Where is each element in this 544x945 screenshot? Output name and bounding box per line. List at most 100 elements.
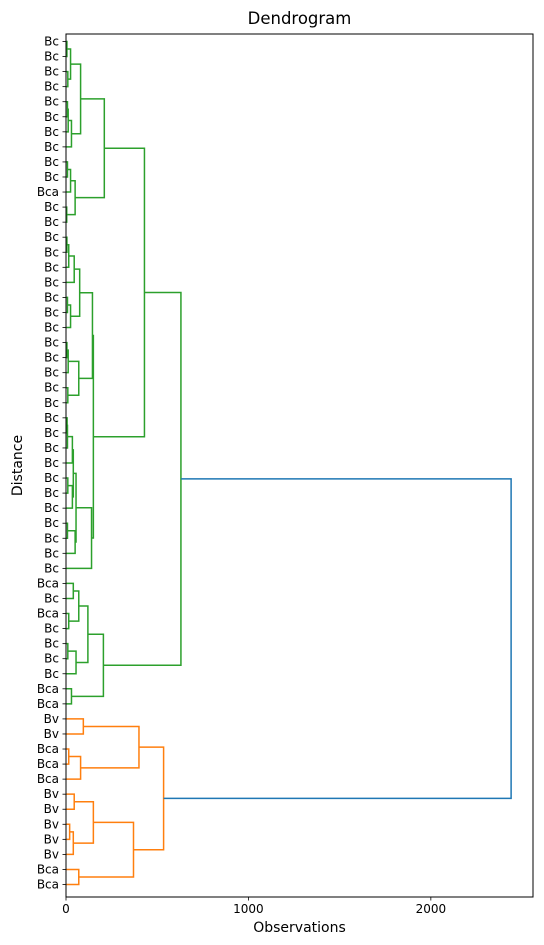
leaf-label: Bc bbox=[44, 486, 59, 500]
leaf-label: Bc bbox=[44, 396, 59, 410]
link-c1 bbox=[66, 582, 75, 600]
leaf-label: Bc bbox=[44, 516, 59, 530]
leaf-label: Bca bbox=[37, 742, 59, 756]
link-c3 bbox=[68, 590, 80, 622]
link-root bbox=[163, 478, 512, 800]
leaf-label: Bc bbox=[44, 95, 59, 109]
x-tick-label: 0 bbox=[62, 902, 70, 916]
leaf-label: Bc bbox=[44, 200, 59, 214]
dendrogram-links bbox=[65, 40, 512, 886]
chart-title: Dendrogram bbox=[248, 9, 352, 28]
link-c9 bbox=[103, 291, 182, 667]
link-c7 bbox=[66, 688, 73, 705]
link-b11 bbox=[78, 291, 94, 380]
leaf-label: Bc bbox=[44, 155, 59, 169]
link-a2 bbox=[66, 70, 69, 88]
link-b5 bbox=[66, 304, 72, 329]
link-b9 bbox=[66, 386, 69, 404]
leaf-label: Bc bbox=[44, 531, 59, 545]
leaf-label: Bc bbox=[44, 546, 59, 560]
link-b2 bbox=[66, 243, 70, 269]
leaf-label: Bca bbox=[37, 862, 59, 876]
leaf-label: Bv bbox=[44, 802, 59, 816]
leaf-label: Bc bbox=[44, 215, 59, 229]
link-d5 bbox=[66, 793, 75, 810]
link-a3 bbox=[66, 48, 72, 80]
leaf-label: Bv bbox=[44, 727, 59, 741]
leaf-label: Bc bbox=[44, 591, 59, 605]
leaf-label: Bc bbox=[44, 441, 59, 455]
leaf-label: Bc bbox=[44, 50, 59, 64]
link-b16 bbox=[66, 484, 74, 509]
leaf-label: Bca bbox=[37, 185, 59, 199]
link-c4 bbox=[66, 642, 69, 660]
leaf-label: Bc bbox=[44, 290, 59, 304]
leaf-label: Bc bbox=[44, 321, 59, 335]
link-c6 bbox=[76, 605, 89, 664]
plot-frame bbox=[65, 33, 534, 898]
leaf-label: Bca bbox=[37, 682, 59, 696]
leaf-label: Bc bbox=[44, 140, 59, 154]
link-b23 bbox=[93, 147, 146, 438]
leaf-label: Bc bbox=[44, 561, 59, 575]
link-c8 bbox=[71, 633, 105, 698]
link-c2 bbox=[66, 612, 70, 630]
link-d11 bbox=[133, 746, 165, 851]
x-tick-label: 2000 bbox=[416, 902, 447, 916]
link-b6 bbox=[70, 268, 81, 317]
leaf-label: Bc bbox=[44, 170, 59, 184]
leaf-label: Bc bbox=[44, 622, 59, 636]
leaf-label: Bc bbox=[44, 637, 59, 651]
leaf-label: Bc bbox=[44, 65, 59, 79]
leaf-label: Bc bbox=[44, 366, 59, 380]
link-a9 bbox=[66, 168, 72, 193]
leaf-label: Bv bbox=[44, 712, 59, 726]
link-d8 bbox=[73, 800, 95, 844]
x-tick-label: 1000 bbox=[233, 902, 264, 916]
leaf-labels: BcBcBcBcBcBcBcBcBcBcBcaBcBcBcBcBcBcBcBcB… bbox=[37, 35, 66, 892]
link-a12 bbox=[75, 98, 106, 199]
leaf-label: Bca bbox=[37, 757, 59, 771]
leaf-label: Bc bbox=[44, 245, 59, 259]
leaf-label: Bc bbox=[44, 230, 59, 244]
x-axis-title: Observations bbox=[253, 920, 346, 936]
leaf-label: Bv bbox=[44, 817, 59, 831]
leaf-label: Bca bbox=[37, 697, 59, 711]
leaf-label: Bca bbox=[37, 878, 59, 892]
leaf-label: Bc bbox=[44, 501, 59, 515]
link-d4 bbox=[80, 725, 140, 769]
link-d10 bbox=[78, 821, 135, 878]
leaf-label: Bca bbox=[37, 607, 59, 621]
leaf-label: Bc bbox=[44, 125, 59, 139]
leaf-label: Bc bbox=[44, 305, 59, 319]
link-b21 bbox=[66, 506, 93, 570]
leaf-label: Bv bbox=[44, 832, 59, 846]
leaf-label: Bc bbox=[44, 351, 59, 365]
leaf-label: Bv bbox=[44, 847, 59, 861]
leaf-label: Bc bbox=[44, 456, 59, 470]
link-d9 bbox=[66, 868, 80, 886]
leaf-label: Bc bbox=[44, 35, 59, 49]
x-axis-ticks: 0 1000 2000 bbox=[62, 897, 446, 916]
leaf-label: Bc bbox=[44, 336, 59, 350]
link-d6 bbox=[66, 823, 71, 841]
link-d1 bbox=[66, 718, 85, 735]
leaf-label: Bc bbox=[44, 667, 59, 681]
link-d2 bbox=[66, 748, 70, 765]
link-b15 bbox=[66, 477, 69, 494]
leaf-label: Bc bbox=[44, 80, 59, 94]
leaf-label: Bc bbox=[44, 426, 59, 440]
link-b12 bbox=[66, 417, 68, 434]
leaf-label: Bc bbox=[44, 260, 59, 274]
link-b10 bbox=[67, 360, 80, 397]
leaf-label: Bc bbox=[44, 652, 59, 666]
leaf-label: Bc bbox=[44, 411, 59, 425]
leaf-label: Bca bbox=[37, 576, 59, 590]
leaf-label: Bc bbox=[44, 471, 59, 485]
leaf-label: Bc bbox=[44, 110, 59, 124]
leaf-label: Bca bbox=[37, 772, 59, 786]
leaf-label: Bc bbox=[44, 275, 59, 289]
y-axis-title: Distance bbox=[10, 435, 26, 496]
leaf-label: Bc bbox=[44, 381, 59, 395]
